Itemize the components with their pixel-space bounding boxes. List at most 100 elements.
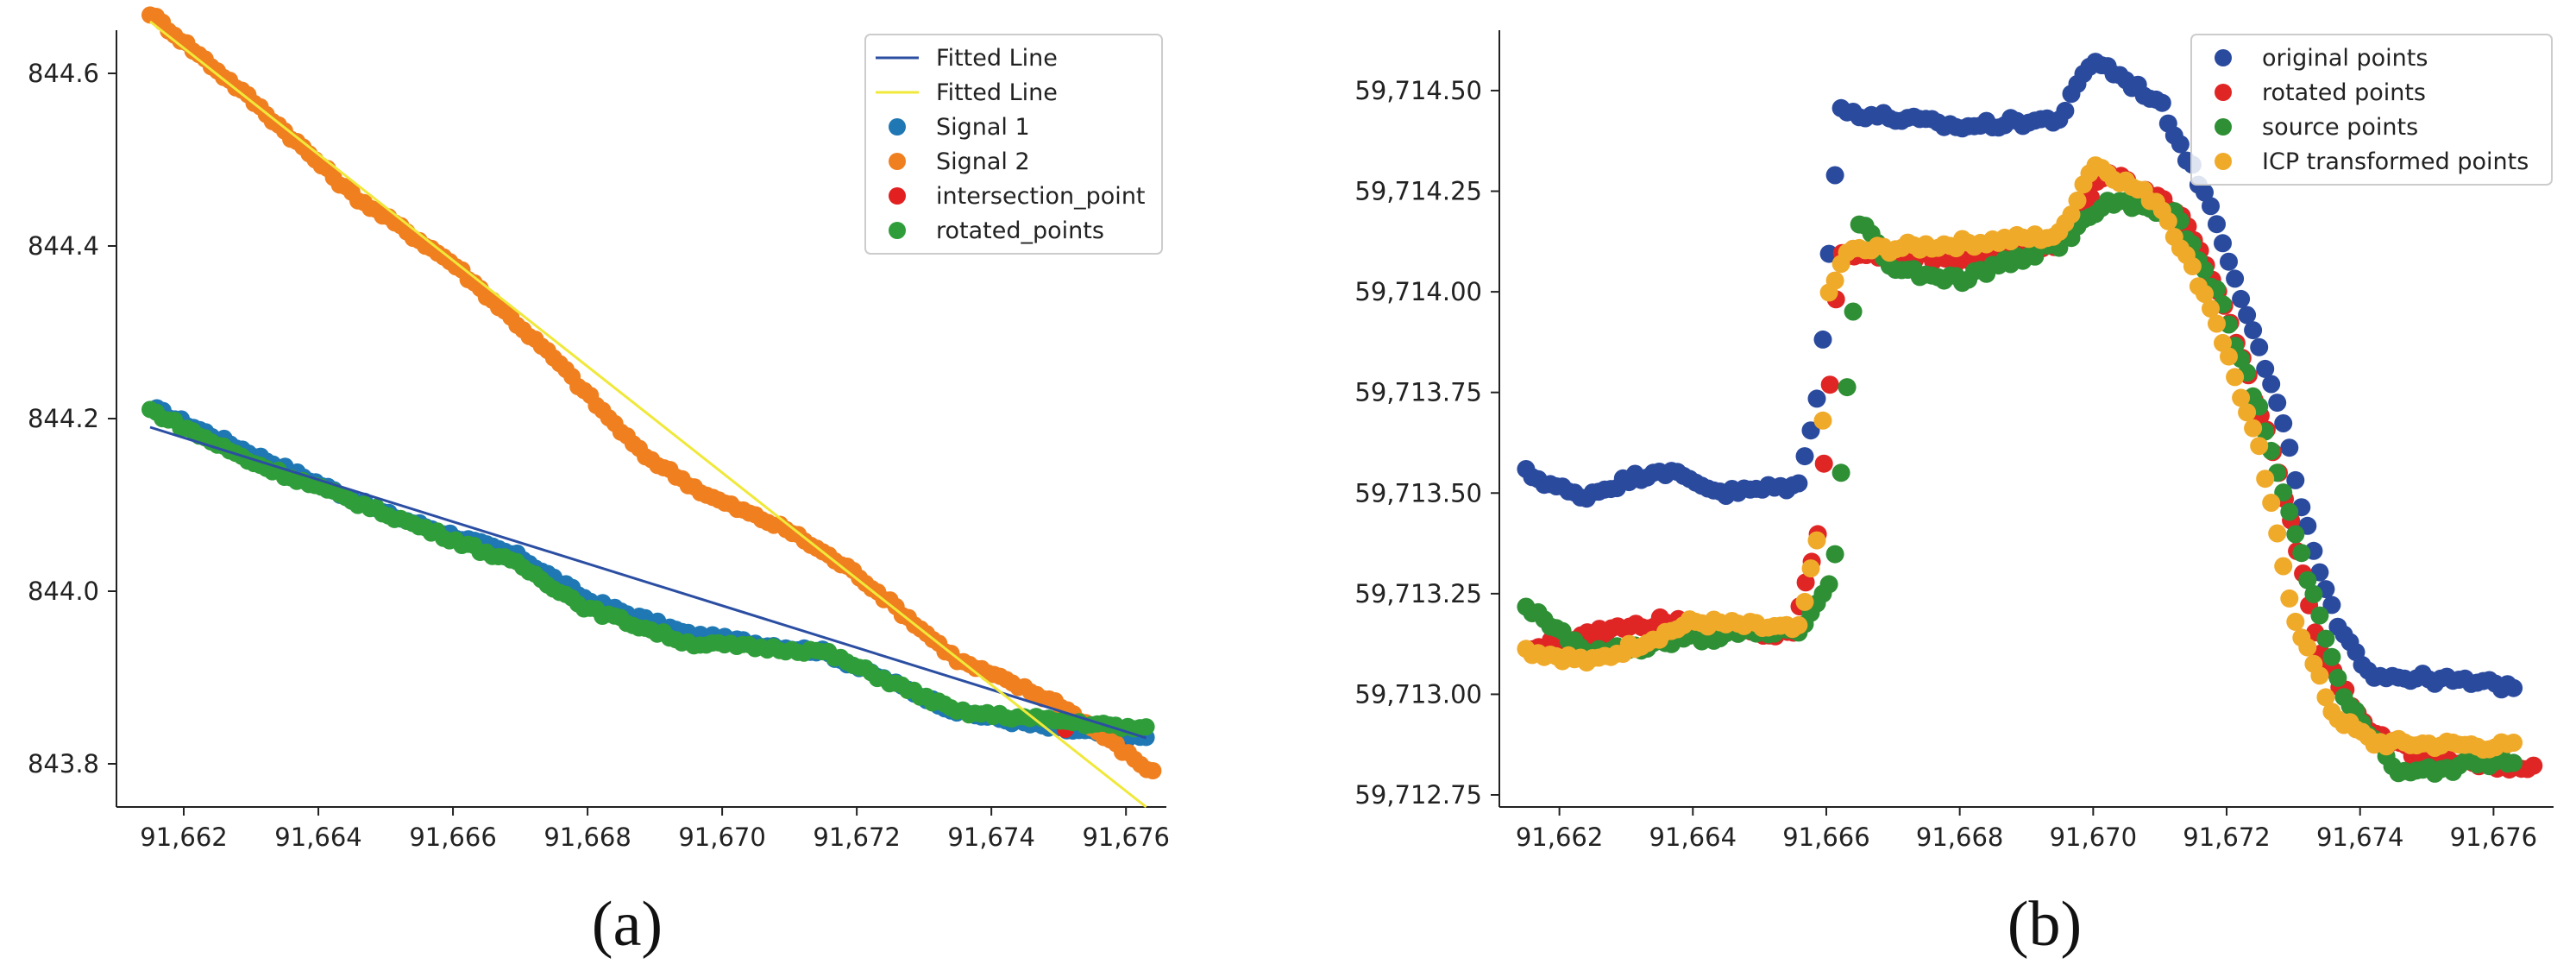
panel-b-point-icp-transformed-points xyxy=(2310,666,2329,685)
panel-b-y-tick-label: 59,714.50 xyxy=(1354,76,1482,105)
panel-b-point-original-points xyxy=(2286,470,2305,489)
panel-b-point-original-points xyxy=(2152,93,2171,112)
panel-b-point-original-points xyxy=(2171,135,2190,154)
panel-b-point-original-points xyxy=(2196,183,2214,202)
panel-b-point-icp-transformed-points xyxy=(2214,333,2232,352)
panel-b-legend-label: source points xyxy=(2262,114,2418,141)
panel-b-point-icp-transformed-points xyxy=(2268,524,2287,543)
panel-b-y-tick-label: 59,713.25 xyxy=(1354,579,1482,608)
panel-a-y-tick-label: 844.2 xyxy=(28,404,99,433)
panel-b-point-rotated-points xyxy=(2524,756,2543,775)
panel-b-plot-area xyxy=(1517,53,2543,783)
panel-a-legend-box xyxy=(864,34,1163,255)
panel-b-x-tick-label: 91,666 xyxy=(1782,823,1869,852)
panel-b-point-icp-transformed-points xyxy=(2208,314,2226,333)
panel-a-x-tick-label: 91,668 xyxy=(543,823,631,852)
panel-b-point-original-points xyxy=(2214,234,2232,253)
panel-b-point-source-points xyxy=(1825,545,1844,564)
panel-b-point-source-points xyxy=(1831,463,1850,482)
panel-a-x-tick-label: 91,674 xyxy=(947,823,1034,852)
panel-b-point-original-points xyxy=(2262,375,2281,394)
panel-a-fitted-line-1 xyxy=(149,425,1147,740)
panel-b-point-original-points xyxy=(1801,421,1820,440)
panel-b-point-original-points xyxy=(2322,596,2341,615)
panel-a-point-signal-2 xyxy=(1144,762,1162,779)
panel-b-point-original-points xyxy=(2504,678,2523,697)
panel-b-legend-dot-marker xyxy=(2215,84,2232,101)
panel-a-y-tick-label: 844.4 xyxy=(28,231,99,261)
panel-b-point-icp-transformed-points xyxy=(2280,589,2299,608)
panel-b-point-original-points xyxy=(2244,321,2263,340)
panel-b-y-tick-label: 59,713.50 xyxy=(1354,478,1482,507)
panel-b-point-icp-transformed-points xyxy=(2298,638,2317,657)
panel-b-point-icp-transformed-points xyxy=(2202,299,2220,318)
panel-b-point-source-points xyxy=(1844,302,1863,321)
panel-b-point-original-points xyxy=(1813,330,1832,349)
panel-b-point-icp-transformed-points xyxy=(2262,494,2281,512)
panel-a-x-tick-label: 91,672 xyxy=(813,823,900,852)
panel-b-point-original-points xyxy=(2280,438,2299,457)
panel-b-point-icp-transformed-points xyxy=(2274,557,2293,576)
panel-b-point-original-points xyxy=(2208,215,2226,234)
panel-b-point-source-points xyxy=(2504,753,2523,772)
panel-b-caption: (b) xyxy=(2007,889,2082,960)
panel-b-point-original-points xyxy=(1789,474,1808,493)
panel-a-legend-label: Fitted Line xyxy=(936,45,1058,72)
panel-a-plot-area xyxy=(141,6,1162,809)
panel-b-point-icp-transformed-points xyxy=(1789,615,1808,634)
panel-b-legend: original points rotated points source poin… xyxy=(2190,34,2553,186)
panel-b-point-rotated-points xyxy=(1814,454,1833,473)
panel-b-point-icp-transformed-points xyxy=(2504,734,2523,752)
panel-b-point-original-points xyxy=(2232,289,2251,308)
panel-b-point-icp-transformed-points xyxy=(2196,285,2214,303)
panel-b-point-icp-transformed-points xyxy=(2226,368,2245,387)
panel-a-x-tick-label: 91,664 xyxy=(274,823,361,852)
panel-b-chart: 91,662 91,664 91,666 91,668 91,670 91,672 91,6… xyxy=(1354,30,2554,960)
panel-b-axes: 91,662 91,664 91,666 91,668 91,670 91,672 91,6… xyxy=(1354,30,2554,852)
panel-a-legend-dot-marker xyxy=(889,187,906,205)
panel-b-legend-dot-marker xyxy=(2215,49,2232,66)
panel-a-x-tick-label: 91,662 xyxy=(140,823,227,852)
panel-a-legend-label: Signal 1 xyxy=(936,114,1030,141)
panel-b-point-rotated-points xyxy=(1820,375,1839,394)
panel-b-point-source-points xyxy=(2298,570,2317,589)
panel-b-point-original-points xyxy=(2056,101,2075,120)
panel-b-legend-label: ICP transformed points xyxy=(2262,148,2529,175)
panel-b-point-icp-transformed-points xyxy=(2250,437,2269,456)
panel-b-point-original-points xyxy=(2256,359,2275,378)
panel-b-point-source-points xyxy=(2328,668,2347,687)
panel-b-point-icp-transformed-points xyxy=(2256,470,2275,488)
panel-b-x-tick-label: 91,664 xyxy=(1649,823,1737,852)
panel-b-point-icp-transformed-points xyxy=(1825,271,1844,290)
panel-b-point-icp-transformed-points xyxy=(2220,347,2238,366)
panel-b-point-original-points xyxy=(1795,447,1814,466)
panel-a-legend-label: Signal 2 xyxy=(936,148,1030,175)
panel-a-point-rotated-points xyxy=(1137,718,1155,736)
panel-a-chart: 91,662 91,664 91,666 91,668 91,670 91,672 91,6… xyxy=(28,6,1170,960)
panel-b-point-source-points xyxy=(2274,483,2293,502)
panel-b-point-source-points xyxy=(2286,525,2305,544)
panel-b-point-original-points xyxy=(2220,252,2238,271)
panel-b-point-original-points xyxy=(2274,414,2293,432)
panel-b-point-source-points xyxy=(1819,575,1838,594)
panel-b-x-tick-label: 91,668 xyxy=(1916,823,2003,852)
panel-b-point-icp-transformed-points xyxy=(2316,688,2335,707)
panel-b-point-icp-transformed-points xyxy=(2062,205,2081,224)
panel-b-point-original-points xyxy=(1825,166,1844,185)
panel-b-legend-label: original points xyxy=(2262,45,2428,72)
panel-b-y-tick-label: 59,712.75 xyxy=(1354,780,1482,810)
panel-a-x-tick-label: 91,666 xyxy=(409,823,496,852)
panel-a-y-tick-label: 843.8 xyxy=(28,749,99,778)
panel-b-y-tick-label: 59,714.25 xyxy=(1354,177,1482,206)
panel-b-point-source-points xyxy=(2304,584,2323,603)
panel-b-point-icp-transformed-points xyxy=(1807,531,1826,550)
panel-b-x-tick-label: 91,662 xyxy=(1516,823,1603,852)
panel-b-point-icp-transformed-points xyxy=(2068,191,2087,210)
panel-a-x-tick-label: 91,670 xyxy=(678,823,765,852)
panel-b-x-tick-label: 91,676 xyxy=(2450,823,2537,852)
panel-a-y-tick-label: 844.0 xyxy=(28,577,99,606)
panel-b-point-original-points xyxy=(2250,337,2269,356)
panel-b-point-rotated-points xyxy=(1796,573,1815,592)
panel-a-y-tick-label: 844.6 xyxy=(28,59,99,88)
panel-b-point-icp-transformed-points xyxy=(2238,403,2257,422)
